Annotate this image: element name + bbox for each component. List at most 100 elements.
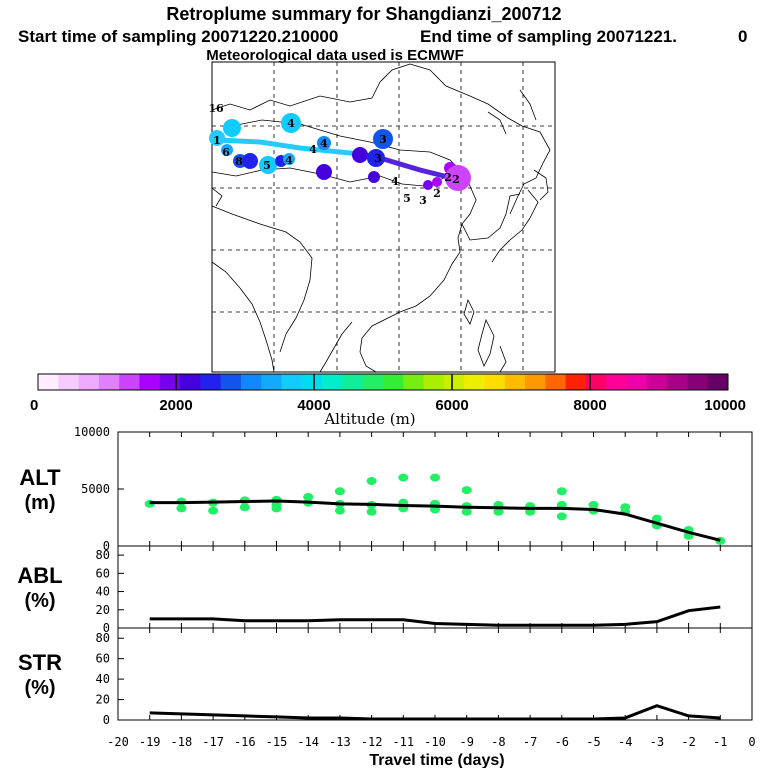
alt-point: [620, 503, 631, 512]
colorbar-swatch: [464, 374, 485, 390]
x-tick-label: -10: [424, 735, 446, 749]
cluster-marker: [259, 156, 277, 174]
colorbar-frame: [37, 373, 729, 391]
track-day-label: 3: [379, 133, 387, 146]
y-tick-label: 80: [96, 631, 110, 645]
x-tick-label: -11: [392, 735, 414, 749]
track-day-label: 4: [391, 175, 399, 188]
alt-point: [398, 473, 409, 482]
colorbar-swatch: [38, 374, 59, 390]
colorbar-tick-label: 6000: [435, 397, 468, 414]
panel-ylabel: STR: [18, 650, 62, 675]
panel-ylabel: ALT: [19, 465, 61, 490]
colorbar-swatch: [667, 374, 688, 390]
colorbar-swatch: [342, 374, 364, 390]
x-tick-label: -15: [266, 735, 288, 749]
colorbar-swatch: [626, 374, 648, 390]
cluster-marker: [445, 165, 471, 191]
panel-ylabel-unit: (%): [24, 590, 55, 612]
cluster-marker: [317, 136, 331, 150]
x-tick-label: -17: [202, 735, 224, 749]
colorbar-swatch: [200, 374, 222, 390]
end-time-label: End time of sampling 20071221.: [420, 27, 677, 46]
figure-title: Retroplume summary for Shangdianzi_20071…: [166, 4, 561, 24]
y-tick-label: 0: [103, 621, 110, 635]
cluster-marker: [373, 129, 393, 149]
trajectory-clusters: [209, 113, 471, 191]
alt-point: [651, 514, 662, 523]
alt-point: [493, 507, 504, 516]
track-day-label: 4: [320, 137, 328, 150]
colorbar-swatch: [261, 374, 283, 390]
y-tick-label: 40: [96, 585, 110, 599]
cluster-marker: [283, 153, 295, 165]
map-coastlines: [211, 63, 551, 373]
start-time-label: Start time of sampling 20071220.210000: [18, 27, 338, 46]
cluster-marker: [367, 149, 385, 167]
x-tick-label: -6: [555, 735, 569, 749]
alt-point: [208, 506, 219, 515]
track-day-label: 1: [213, 134, 221, 147]
x-tick-label: -9: [459, 735, 473, 749]
colorbar-tick-label: 4000: [297, 397, 330, 414]
colorbar-swatch: [565, 374, 587, 390]
colorbar-swatch: [98, 374, 120, 390]
colorbar-swatch: [78, 374, 100, 390]
colorbar-swatch: [180, 374, 201, 390]
alt-point: [303, 492, 314, 501]
track-day-label: 4: [287, 117, 295, 130]
track-day-label: 5: [403, 192, 411, 205]
panel-ylabel-unit: (%): [24, 677, 55, 699]
cluster-marker: [209, 130, 225, 146]
colorbar-swatch: [423, 374, 445, 390]
colorbar-swatch: [281, 374, 303, 390]
x-tick-label: -18: [171, 735, 193, 749]
panel-ylabel-unit: (m): [24, 492, 55, 514]
y-tick-label: 20: [96, 603, 110, 617]
colorbar-swatch: [220, 374, 242, 390]
panel-abl: ABL(%) 0 20 40 60 80: [17, 545, 753, 635]
alt-point: [239, 503, 250, 512]
y-tick-label: 0: [103, 539, 110, 553]
y-tick-label: 20: [96, 693, 110, 707]
cluster-marker: [281, 113, 301, 133]
colorbar-tick-label: 2000: [159, 397, 192, 414]
colorbar-tick-label: 0: [30, 397, 38, 414]
cluster-marker: [352, 147, 368, 163]
met-data-label: Meteorological data used is ECMWF: [206, 47, 464, 64]
x-tick-label: -3: [650, 735, 664, 749]
alt-point: [271, 504, 282, 513]
cluster-marker: [368, 171, 380, 183]
alt-point: [556, 512, 567, 521]
alt-point: [461, 507, 472, 516]
colorbar-tick-label: 10000: [704, 397, 746, 414]
colorbar-swatch: [585, 374, 607, 390]
colorbar-swatch: [687, 374, 709, 390]
track-day-label: 2: [433, 187, 441, 200]
track-day-label: 16: [208, 102, 224, 115]
cluster-marker: [223, 119, 241, 137]
y-tick-label: 60: [96, 566, 110, 580]
x-tick-label: -1: [713, 735, 727, 749]
alt-point: [366, 507, 377, 516]
track-day-label: 2: [452, 173, 460, 186]
colorbar-swatch: [525, 374, 546, 390]
end-time-tail: 0: [738, 27, 747, 46]
str-line: [149, 704, 721, 721]
colorbar-swatch: [58, 374, 80, 390]
x-tick-label: -16: [234, 735, 256, 749]
colorbar-swatch: [322, 374, 343, 390]
alt-point: [334, 487, 345, 496]
track-day-label: 4: [309, 143, 317, 156]
x-tick-label: -2: [681, 735, 695, 749]
abl-line: [149, 605, 721, 627]
x-tick-label: -8: [491, 735, 505, 749]
track-day-label: 2: [444, 171, 452, 184]
altitude-colorbar: 0 2000 4000 6000 8000 10000: [30, 373, 746, 414]
alt-point: [556, 487, 567, 496]
y-tick-label: 40: [96, 672, 110, 686]
panel-ylabel: ABL: [17, 563, 62, 588]
